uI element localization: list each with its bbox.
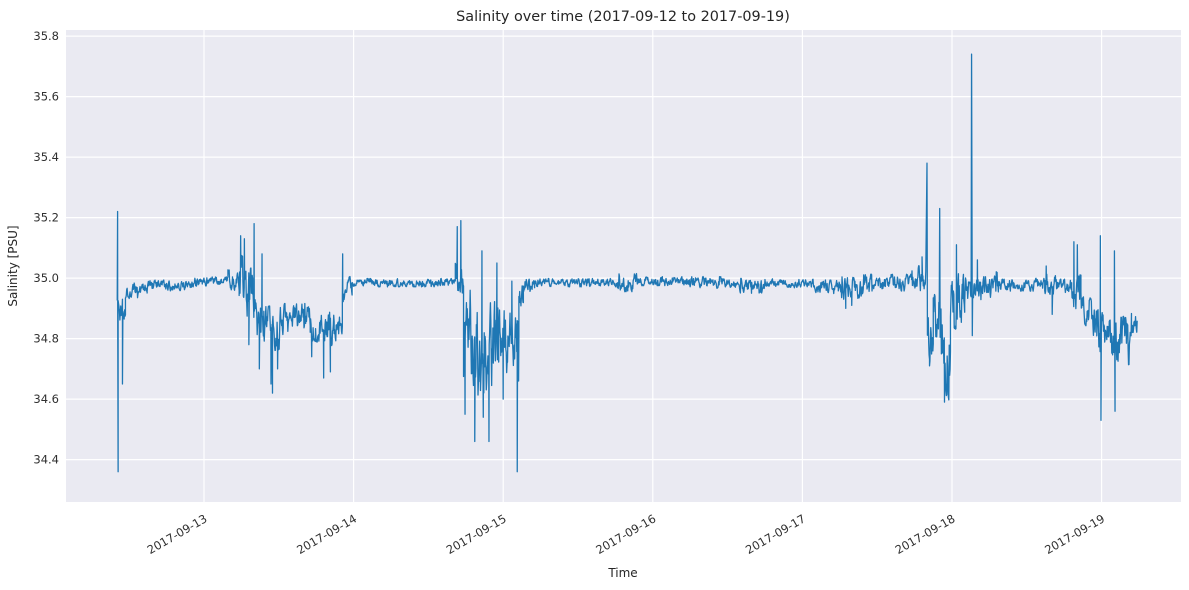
x-tick-label: 2017-09-13 <box>145 511 210 557</box>
plot-area <box>66 30 1181 502</box>
x-tick-label: 2017-09-17 <box>743 511 808 557</box>
x-tick-label: 2017-09-16 <box>593 511 658 557</box>
y-tick-label: 35.4 <box>33 150 59 164</box>
salinity-line <box>116 53 1138 473</box>
chart-title: Salinity over time (2017-09-12 to 2017-0… <box>456 9 790 25</box>
x-tick-label: 2017-09-14 <box>294 511 359 557</box>
x-axis-label: Time <box>607 566 637 580</box>
y-tick-labels: 34.4 34.6 34.8 35.0 35.2 35.4 35.6 35.8 <box>33 29 59 467</box>
y-axis-label: Salinity [PSU] <box>6 225 20 306</box>
y-tick-label: 34.4 <box>33 453 59 467</box>
x-tick-label: 2017-09-15 <box>444 511 509 557</box>
y-tick-label: 34.8 <box>33 332 59 346</box>
y-tick-label: 35.2 <box>33 211 59 225</box>
y-tick-label: 35.0 <box>33 271 59 285</box>
x-tick-labels: 2017-09-13 2017-09-14 2017-09-15 2017-09-16… <box>145 511 1107 557</box>
x-tick-label: 2017-09-18 <box>893 511 958 557</box>
y-tick-label: 34.6 <box>33 392 59 406</box>
gridlines <box>66 30 1181 502</box>
salinity-series <box>116 53 1138 473</box>
y-tick-label: 35.6 <box>33 90 59 104</box>
y-tick-label: 35.8 <box>33 29 59 43</box>
x-tick-label: 2017-09-19 <box>1042 511 1107 557</box>
